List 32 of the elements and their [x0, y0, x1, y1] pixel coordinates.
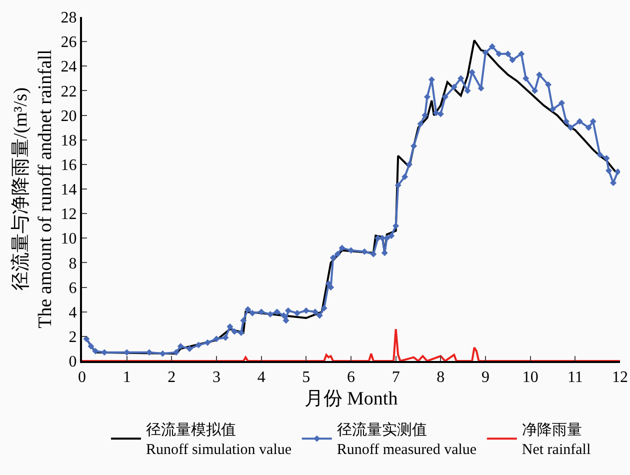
x-tick-label: 9	[482, 369, 490, 386]
x-tick-label: 3	[212, 369, 220, 386]
y-tick-label: 16	[60, 157, 77, 174]
y-tick-label: 6	[68, 280, 77, 297]
y-tick-label: 8	[68, 255, 77, 272]
y-tick-label: 12	[60, 206, 77, 224]
y-tick-label: 10	[60, 230, 77, 248]
y-tick-label: 22	[60, 83, 77, 100]
x-tick-label: 8	[436, 369, 445, 386]
x-axis-title: 月份 Month	[304, 388, 398, 410]
x-tick-label: 4	[257, 369, 266, 386]
x-tick-label: 7	[392, 369, 400, 386]
x-tick-label: 12	[612, 369, 628, 386]
y-axis-title: 径流量与净降雨量/(m³/s) The amount of runoff andnet rainfall	[9, 50, 56, 328]
legend-label: 径流量实测值 Runoff measured value	[336, 422, 477, 458]
x-tick-label: 11	[567, 369, 583, 386]
y-tick-label: 26	[60, 34, 77, 52]
y-tick-label: 2	[68, 329, 77, 346]
y-tick-label: 14	[60, 182, 77, 199]
y-tick-label: 4	[68, 304, 77, 322]
x-tick-label: 1	[122, 369, 131, 386]
y-tick-label: 24	[60, 58, 77, 76]
y-tick-label: 28	[60, 10, 77, 27]
y-tick-label: 0	[68, 354, 77, 371]
x-tick-label: 5	[302, 369, 310, 386]
x-tick-label: 2	[168, 369, 176, 386]
x-tick-label: 6	[347, 369, 355, 386]
y-tick-label: 20	[60, 108, 77, 125]
y-tick-label: 18	[60, 132, 77, 150]
x-tick-label: 10	[522, 369, 538, 386]
legend-label: 径流量模拟值 Runoff simulation value	[146, 422, 292, 458]
legend-label: 净降雨量 Net rainfall	[522, 422, 591, 458]
